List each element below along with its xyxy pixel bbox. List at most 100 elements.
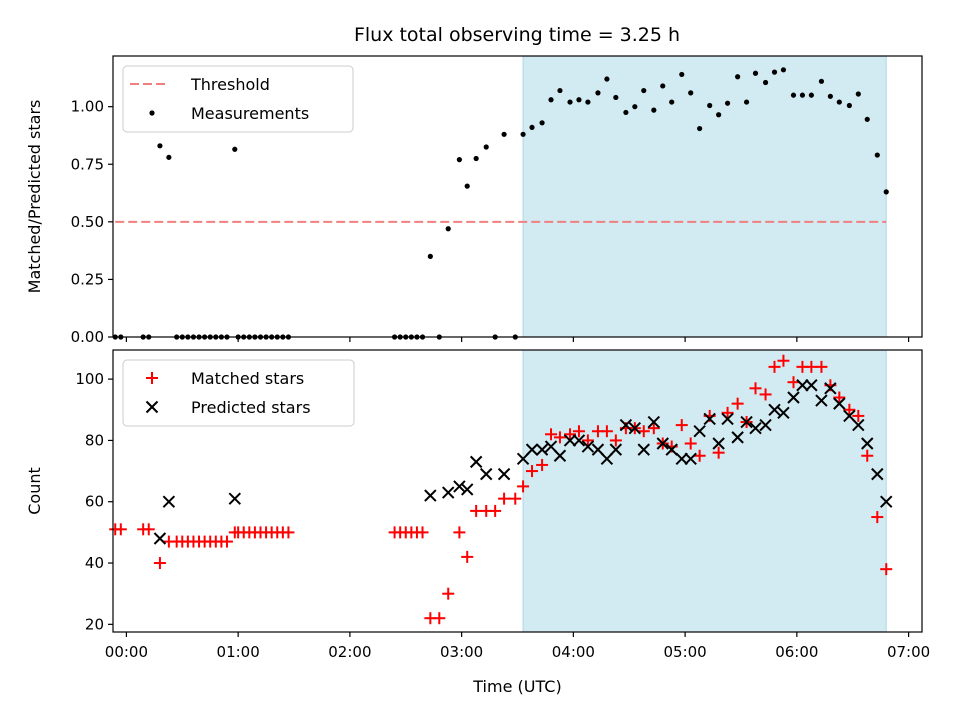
matched-point (684, 437, 697, 450)
matched-point (536, 458, 549, 471)
matched-point (114, 523, 127, 536)
predicted-point (824, 382, 837, 395)
matched-point (712, 446, 725, 459)
matched-point (526, 465, 539, 478)
matched-point (433, 612, 446, 625)
predicted-point (731, 431, 744, 444)
measurement-point (846, 102, 852, 109)
y-tick-label: 0.75 (71, 155, 104, 173)
predicted-point (162, 495, 176, 508)
y-tick-label: 40 (85, 554, 104, 572)
measurement-point (669, 99, 675, 105)
measurement-point (752, 70, 759, 76)
matched-point (675, 419, 688, 432)
predicted-point (721, 412, 734, 426)
measurement-point (539, 120, 545, 126)
measurement-point (855, 91, 861, 97)
matched-point (787, 376, 800, 389)
measurement-point (808, 92, 814, 98)
shaded-region (522, 349, 887, 633)
top-y-axis-label: Matched/Predicted stars (25, 100, 44, 294)
y-tick-label: 0.50 (71, 213, 104, 231)
predicted-point (712, 437, 725, 450)
counts-panel: 20 40 60 80 100 00:00 01:00 02:00 03:00 04:00 05:… (25, 349, 930, 696)
matched-point (637, 425, 650, 438)
predicted-point (497, 467, 511, 481)
matched-point (759, 388, 772, 401)
measurement-point (716, 112, 722, 118)
predicted-point (480, 467, 493, 481)
measurement-point (641, 87, 647, 94)
matched-point (647, 422, 660, 435)
measurement-point (529, 124, 535, 131)
measurements-series (112, 67, 889, 340)
observing-window-shade (522, 349, 887, 633)
measurement-point (883, 189, 889, 195)
predicted-point (805, 379, 818, 392)
matched-point (553, 431, 566, 444)
x-tick-label: 01:00 (217, 643, 260, 661)
predicted-point (815, 394, 828, 407)
observing-window-shade (522, 55, 887, 338)
predicted-point (665, 443, 678, 456)
predicted-point (228, 492, 242, 505)
y-tick-label: 0.25 (71, 270, 104, 288)
matched-point (815, 360, 828, 373)
y-tick-label: 60 (85, 493, 104, 511)
matched-point (220, 535, 233, 548)
predicted-point (424, 489, 437, 502)
measurement-point (557, 87, 563, 94)
measurement-point (679, 71, 685, 78)
measurement-point (651, 107, 657, 113)
shaded-region (522, 55, 887, 338)
matched-point (805, 360, 818, 373)
x-tick-label: 00:00 (105, 643, 148, 661)
bottom-y-axis-label: Count (25, 467, 44, 515)
measurement-point (520, 131, 526, 137)
legend-matched-label: Matched stars (191, 369, 304, 388)
matched-point (609, 434, 622, 447)
measurement-point (818, 78, 825, 84)
predicted-point (703, 412, 716, 426)
matched-point (509, 492, 522, 505)
predicted-point (787, 391, 800, 404)
measurement-point (623, 109, 629, 116)
measurement-point (613, 94, 619, 101)
measurement-point (771, 69, 778, 75)
bottom-legend-box (122, 359, 355, 427)
predicted-point (469, 455, 483, 469)
matched-point (564, 428, 577, 441)
measurement-point (445, 226, 451, 232)
matched-point (282, 526, 295, 539)
matched-point (768, 360, 781, 373)
predicted-point (796, 379, 809, 392)
measurement-point (790, 92, 797, 98)
measurement-point (427, 253, 433, 259)
matched-point (843, 403, 856, 416)
measurement-point (697, 125, 703, 132)
measurement-point (567, 99, 573, 105)
predicted-point (852, 418, 865, 432)
matched-point (880, 563, 893, 576)
matched-point (470, 504, 483, 517)
predicted-point (768, 403, 781, 416)
x-tick-label: 03:00 (440, 643, 483, 661)
measurement-point (660, 83, 666, 89)
predicted-point (609, 443, 623, 456)
bottom-plot-frame (112, 349, 923, 633)
matched-point (861, 449, 874, 462)
predicted-point (637, 443, 650, 456)
predicted-point (628, 421, 642, 435)
measurement-point (632, 104, 638, 110)
matched-point (453, 526, 466, 539)
measurement-point (707, 102, 713, 109)
measurement-point (456, 157, 462, 163)
counts-series (109, 354, 893, 625)
measurement-point (166, 154, 172, 160)
measurement-point (604, 76, 610, 82)
y-tick-label: 0.00 (71, 328, 104, 346)
predicted-point (880, 495, 893, 508)
predicted-point (525, 443, 539, 456)
predicted-point (656, 437, 669, 450)
measurement-point (483, 144, 489, 150)
